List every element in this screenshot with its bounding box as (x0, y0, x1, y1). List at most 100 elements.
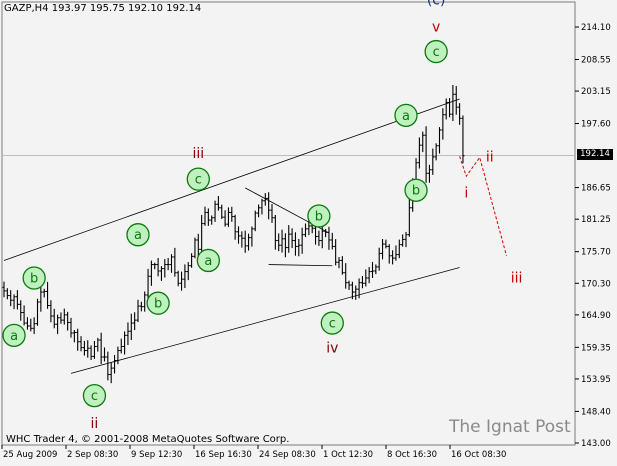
ohlc-bar (417, 137, 421, 169)
svg-text:a: a (134, 228, 142, 243)
ohlc-bar (230, 206, 234, 222)
ohlc-bar (253, 210, 257, 232)
ohlc-bar (149, 260, 153, 286)
price-tick-label: 170.30 (581, 279, 611, 289)
wave-label-circled: c (320, 311, 344, 335)
time-tick-label: 16 Oct 08:30 (451, 450, 506, 460)
ohlc-bar (407, 199, 411, 237)
ohlc-bar (303, 223, 308, 238)
svg-text:(c): (c) (427, 0, 446, 9)
svg-text:ii: ii (91, 416, 99, 432)
triangle-lower (268, 264, 333, 267)
ohlc-bar (69, 317, 73, 338)
ohlc-bar (112, 355, 117, 374)
svg-text:c: c (433, 45, 440, 60)
ohlc-bar (391, 250, 395, 265)
ohlc-bar (451, 84, 455, 122)
wave-label-circled: a (196, 248, 221, 273)
ohlc-bar (99, 332, 103, 365)
wave-label-circled: b (404, 178, 428, 202)
wave-label: iv (326, 341, 338, 357)
ohlc-bar (153, 262, 157, 270)
ohlc-bar (45, 281, 50, 309)
svg-text:i: i (464, 186, 468, 202)
time-axis: 25 Aug 2009 2 Sep 08:30 9 Sep 12:30 16 Sep … (1, 445, 506, 460)
svg-text:v: v (432, 19, 440, 35)
svg-text:iii: iii (511, 270, 523, 286)
price-tick-label: 197.60 (581, 120, 611, 130)
price-tick-label: 159.35 (581, 343, 611, 353)
ohlc-bar (82, 340, 86, 356)
ohlc-bar (357, 278, 361, 299)
ohlc-bar (401, 234, 405, 247)
ohlc-bar (270, 204, 274, 223)
ohlc-bar (447, 98, 452, 118)
ohlc-bar (444, 98, 448, 120)
wave-label-circled: a (394, 103, 418, 127)
ohlc-bar (196, 233, 200, 258)
ohlc-bar (441, 108, 445, 140)
ohlc-bar (42, 288, 46, 298)
wave-label-circled: a (2, 323, 26, 347)
ohlc-bar (66, 311, 70, 331)
svg-text:a: a (204, 254, 212, 269)
wave-label-circled: b (146, 291, 170, 315)
ohlc-bar (176, 270, 180, 287)
ohlc-bar (22, 305, 26, 326)
wave-label-circled: b (22, 266, 46, 290)
current-price-label: 192.14 (577, 149, 613, 160)
ohlc-bar (243, 230, 247, 253)
ohlc-bar (2, 281, 6, 298)
wave-label-circled: c (424, 39, 448, 64)
ohlc-bar (79, 336, 83, 352)
ohlc-bar (347, 280, 351, 290)
wave-label: v (432, 19, 440, 35)
ohlc-bar (424, 126, 428, 183)
wave-label: iii (511, 270, 523, 286)
ohlc-bar (62, 308, 66, 325)
ohlc-bar (337, 257, 341, 269)
ohlc-bar (186, 262, 190, 281)
ohlc-bar (193, 237, 197, 259)
price-tick-label: 208.55 (581, 55, 611, 65)
ohlc-bar (370, 261, 375, 278)
svg-text:c: c (195, 173, 202, 188)
ohlc-bar (210, 215, 214, 225)
ohlc-bar (223, 210, 227, 227)
ohlc-bar (434, 143, 438, 161)
ohlc-bar (461, 115, 465, 164)
ohlc-bars (2, 84, 465, 384)
ohlc-bar (454, 86, 458, 115)
ohlc-bar (257, 204, 261, 218)
ohlc-bar (19, 300, 23, 321)
ohlc-bar (250, 226, 254, 247)
ohlc-bar (233, 214, 237, 240)
ohlc-bar (173, 247, 177, 277)
time-tick-label: 16 Sep 16:30 (195, 450, 252, 460)
ohlc-bar (330, 232, 334, 250)
ohlc-bar (139, 301, 143, 312)
ohlc-bar (92, 341, 97, 359)
ohlc-bar (377, 247, 381, 271)
ohlc-bar (246, 233, 251, 251)
ohlc-bar (96, 337, 100, 352)
ohlc-bar (179, 271, 184, 291)
ohlc-bar (364, 269, 368, 287)
time-tick-label: 9 Sep 12:30 (131, 450, 182, 460)
ohlc-bar (203, 206, 207, 226)
ohlc-bar (267, 192, 271, 220)
ohlc-bar (324, 229, 328, 238)
ohlc-bar (12, 294, 16, 310)
ohlc-bar (273, 214, 277, 250)
wave-label: ii (91, 416, 99, 432)
svg-text:b: b (154, 297, 162, 312)
ohlc-bar (397, 239, 401, 259)
price-tick-label: 214.10 (581, 23, 611, 33)
svg-text:b: b (412, 184, 420, 199)
time-tick-label: 8 Oct 16:30 (387, 450, 437, 460)
ohlc-bar (344, 263, 348, 289)
ohlc-bar (126, 322, 130, 346)
